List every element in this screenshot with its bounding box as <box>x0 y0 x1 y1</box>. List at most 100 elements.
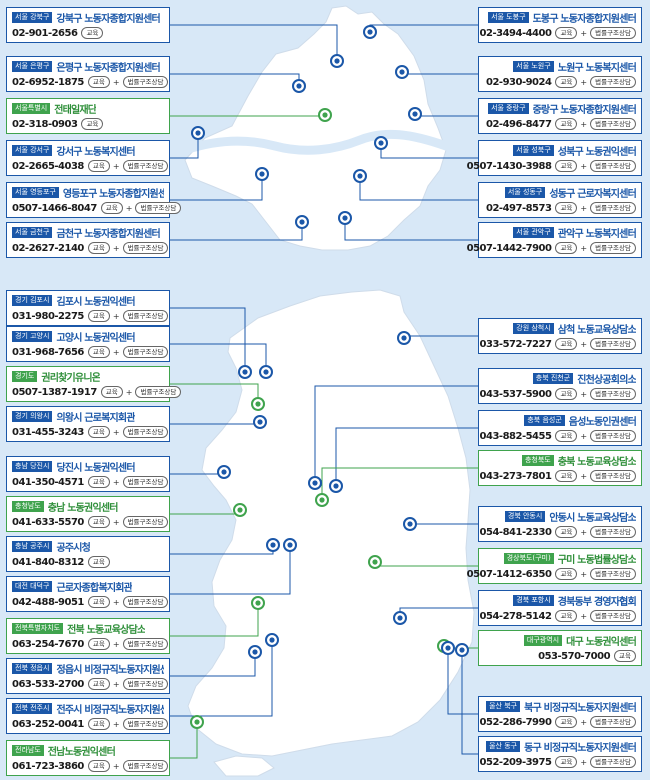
center-name[interactable]: 금천구 노동자종합지원센터 <box>56 229 160 240</box>
phone-number[interactable]: 043-273-7801 <box>479 470 552 482</box>
location-circle-icon[interactable] <box>315 493 329 507</box>
center-name[interactable]: 성북구 노동권익센터 <box>557 147 636 158</box>
center-card-seoul-6[interactable]: 서울 도봉구 도봉구 노동자종합지원센터 02-3494-4400 교육 + 법… <box>478 7 642 43</box>
center-card-national-13[interactable]: 충북 진천군 진천상공회의소 043-537-5900 교육 + 법률구조상담 <box>478 368 642 404</box>
location-circle-icon[interactable] <box>238 365 252 379</box>
location-circle-icon[interactable] <box>353 169 367 183</box>
phone-number[interactable]: 063-252-0041 <box>12 718 84 730</box>
location-circle-icon[interactable] <box>248 645 262 659</box>
phone-number[interactable]: 043-882-5455 <box>479 430 552 442</box>
location-circle-icon[interactable] <box>251 397 265 411</box>
phone-number[interactable]: 0507-1442-7900 <box>466 242 552 254</box>
location-circle-icon[interactable] <box>292 79 306 93</box>
center-name[interactable]: 근로자종합복지회관 <box>56 583 133 594</box>
center-name[interactable]: 전북 노동교육상담소 <box>67 625 146 636</box>
center-name[interactable]: 강서구 노동복지센터 <box>56 147 135 158</box>
center-name[interactable]: 은평구 노동자종합지원센터 <box>56 63 160 74</box>
phone-number[interactable]: 042-488-9051 <box>12 596 84 608</box>
location-circle-icon[interactable] <box>251 596 265 610</box>
center-card-national-19[interactable]: 대구광역시 대구 노동권익센터 053-570-7000 교육 <box>478 630 642 666</box>
location-circle-icon[interactable] <box>265 633 279 647</box>
phone-number[interactable]: 02-901-2656 <box>12 27 78 39</box>
location-circle-icon[interactable] <box>295 215 309 229</box>
location-circle-icon[interactable] <box>363 25 377 39</box>
center-name[interactable]: 영등포구 노동자종합지원센터 <box>62 189 164 200</box>
phone-number[interactable]: 02-496-8477 <box>486 118 552 130</box>
center-card-national-15[interactable]: 충청북도 충북 노동교육상담소 043-273-7801 교육 + 법률구조상담 <box>478 450 642 486</box>
phone-number[interactable]: 031-980-2275 <box>12 310 84 322</box>
phone-number[interactable]: 02-2627-2140 <box>12 242 84 254</box>
center-card-seoul-7[interactable]: 서울 노원구 노원구 노동복지센터 02-930-9024 교육 + 법률구조상… <box>478 56 642 92</box>
phone-number[interactable]: 041-350-4571 <box>12 476 84 488</box>
center-name[interactable]: 강북구 노동자종합지원센터 <box>56 14 160 25</box>
center-name[interactable]: 성동구 근로자복지센터 <box>549 189 636 200</box>
center-card-national-10[interactable]: 전북 전주시 전주시 비정규직노동자지원센터 063-252-0041 교육 +… <box>6 698 170 734</box>
center-card-national-2[interactable]: 경기도 권리찾기유니온 0507-1387-1917 교육 + 법률구조상담 <box>6 366 182 402</box>
location-circle-icon[interactable] <box>408 107 422 121</box>
center-name[interactable]: 공주시청 <box>56 543 91 554</box>
location-circle-icon[interactable] <box>255 167 269 181</box>
center-name[interactable]: 삼척 노동교육상담소 <box>557 325 636 336</box>
center-name[interactable]: 구미 노동법률상담소 <box>557 555 636 566</box>
center-card-seoul-10[interactable]: 서울 성동구 성동구 근로자복지센터 02-497-8573 교육 + 법률구조… <box>478 182 642 218</box>
center-name[interactable]: 당진시 노동권익센터 <box>56 463 135 474</box>
phone-number[interactable]: 02-3494-4400 <box>479 27 552 39</box>
center-card-national-20[interactable]: 울산 북구 북구 비정규직노동자지원센터 052-286-7990 교육 + 법… <box>478 696 642 732</box>
phone-number[interactable]: 02-318-0903 <box>12 118 78 130</box>
center-card-national-8[interactable]: 전북특별자치도 전북 노동교육상담소 063-254-7670 교육 + 법률구… <box>6 618 170 654</box>
center-card-seoul-1[interactable]: 서울 은평구 은평구 노동자종합지원센터 02-6952-1875 교육 + 법… <box>6 56 170 92</box>
center-name[interactable]: 김포시 노동권익센터 <box>56 297 135 308</box>
phone-number[interactable]: 02-930-9024 <box>486 76 552 88</box>
center-card-national-3[interactable]: 경기 의왕시 의왕시 근로복지회관 031-455-3243 교육 + 법률구조… <box>6 406 170 442</box>
center-name[interactable]: 진천상공회의소 <box>577 375 636 386</box>
center-card-seoul-2[interactable]: 서울특별시 전태일재단 02-318-0903 교육 <box>6 98 170 134</box>
location-circle-icon[interactable] <box>397 331 411 345</box>
center-name[interactable]: 음성노동인권센터 <box>568 417 636 428</box>
location-circle-icon[interactable] <box>338 211 352 225</box>
phone-number[interactable]: 0507-1387-1917 <box>12 386 97 398</box>
phone-number[interactable]: 02-6952-1875 <box>12 76 84 88</box>
phone-number[interactable]: 063-254-7670 <box>12 638 84 650</box>
location-circle-icon[interactable] <box>217 465 231 479</box>
center-card-seoul-3[interactable]: 서울 강서구 강서구 노동복지센터 02-2665-4038 교육 + 법률구조… <box>6 140 170 176</box>
location-circle-icon[interactable] <box>403 517 417 531</box>
center-name[interactable]: 대구 노동권익센터 <box>566 637 636 648</box>
center-name[interactable]: 노원구 노동복지센터 <box>557 63 636 74</box>
center-card-national-7[interactable]: 대전 대덕구 근로자종합복지회관 042-488-9051 교육 + 법률구조상… <box>6 576 170 612</box>
phone-number[interactable]: 054-278-5142 <box>479 610 552 622</box>
phone-number[interactable]: 02-497-8573 <box>486 202 552 214</box>
center-name[interactable]: 의왕시 근로복지회관 <box>56 413 135 424</box>
location-circle-icon[interactable] <box>329 479 343 493</box>
location-circle-icon[interactable] <box>283 538 297 552</box>
center-card-seoul-0[interactable]: 서울 강북구 강북구 노동자종합지원센터 02-901-2656 교육 <box>6 7 170 43</box>
center-card-national-11[interactable]: 전라남도 전남노동권익센터 061-723-3860 교육 + 법률구조상담 <box>6 740 170 776</box>
location-circle-icon[interactable] <box>266 538 280 552</box>
location-circle-icon[interactable] <box>395 65 409 79</box>
phone-number[interactable]: 031-455-3243 <box>12 426 84 438</box>
phone-number[interactable]: 052-286-7990 <box>479 716 552 728</box>
center-name[interactable]: 경북동부 경영자협회 <box>557 597 636 608</box>
center-name[interactable]: 정읍시 비정규직노동자지원센터 <box>56 665 164 676</box>
phone-number[interactable]: 02-2665-4038 <box>12 160 84 172</box>
center-card-national-18[interactable]: 경북 포항시 경북동부 경영자협회 054-278-5142 교육 + 법률구조… <box>478 590 642 626</box>
location-circle-icon[interactable] <box>441 641 455 655</box>
center-name[interactable]: 관악구 노동복지센터 <box>557 229 636 240</box>
center-name[interactable]: 동구 비정규직노동자지원센터 <box>524 743 636 754</box>
center-card-national-12[interactable]: 강원 삼척시 삼척 노동교육상담소 033-572-7227 교육 + 법률구조… <box>478 318 642 354</box>
center-card-seoul-8[interactable]: 서울 중랑구 중랑구 노동자종합지원센터 02-496-8477 교육 + 법률… <box>478 98 642 134</box>
phone-number[interactable]: 0507-1430-3988 <box>466 160 552 172</box>
location-circle-icon[interactable] <box>308 476 322 490</box>
center-card-national-21[interactable]: 울산 동구 동구 비정규직노동자지원센터 052-209-3975 교육 + 법… <box>478 736 642 772</box>
phone-number[interactable]: 031-968-7656 <box>12 346 84 358</box>
location-circle-icon[interactable] <box>393 611 407 625</box>
location-circle-icon[interactable] <box>368 555 382 569</box>
location-circle-icon[interactable] <box>318 108 332 122</box>
center-name[interactable]: 충북 노동교육상담소 <box>557 457 636 468</box>
center-card-national-14[interactable]: 충북 음성군 음성노동인권센터 043-882-5455 교육 + 법률구조상담 <box>478 410 642 446</box>
center-name[interactable]: 중랑구 노동자종합지원센터 <box>532 105 636 116</box>
center-name[interactable]: 권리찾기유니온 <box>41 373 101 384</box>
center-card-seoul-4[interactable]: 서울 영등포구 영등포구 노동자종합지원센터 0507-1466-8047 교육… <box>6 182 182 218</box>
location-circle-icon[interactable] <box>190 715 204 729</box>
location-circle-icon[interactable] <box>191 126 205 140</box>
center-card-national-9[interactable]: 전북 정읍시 정읍시 비정규직노동자지원센터 063-533-2700 교육 +… <box>6 658 170 694</box>
